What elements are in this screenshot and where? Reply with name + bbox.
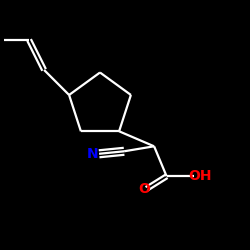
Text: OH: OH [188, 169, 212, 183]
Text: N: N [87, 147, 99, 161]
Text: O: O [138, 182, 150, 196]
